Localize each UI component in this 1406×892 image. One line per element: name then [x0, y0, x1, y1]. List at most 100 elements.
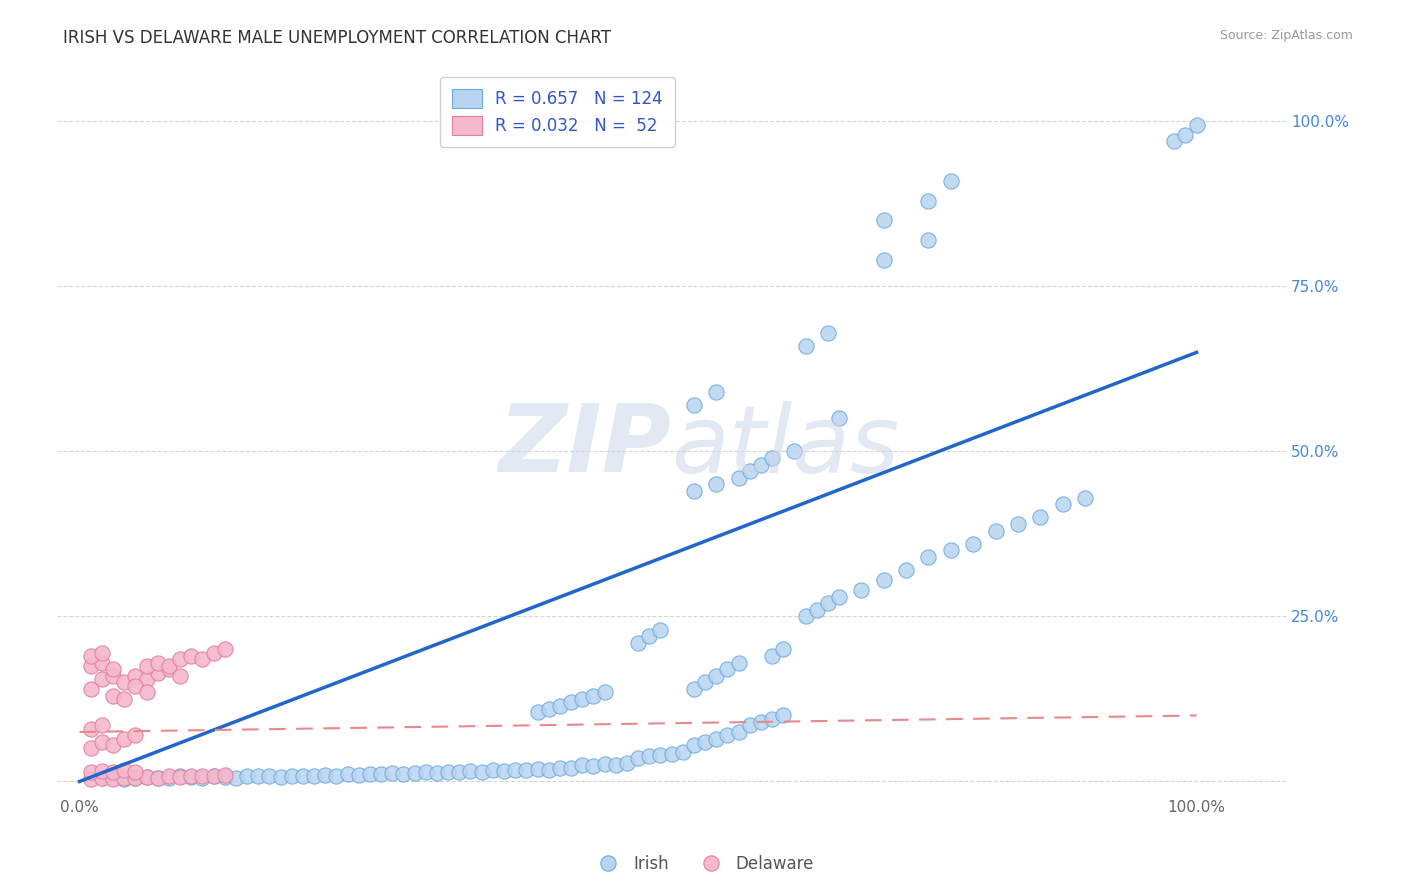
Point: [381, 765, 404, 780]
Point: [112, 731, 135, 746]
Point: [638, 749, 661, 764]
Point: [90, 735, 112, 749]
Point: [112, 771, 135, 785]
Point: [314, 768, 336, 782]
Point: [80, 722, 103, 736]
Point: [169, 652, 191, 666]
Point: [716, 728, 738, 742]
Point: [169, 669, 191, 683]
Point: [962, 537, 984, 551]
Point: [727, 656, 749, 670]
Point: [627, 751, 650, 765]
Point: [548, 761, 571, 775]
Point: [873, 573, 896, 587]
Point: [460, 764, 482, 778]
Point: [1174, 128, 1197, 142]
Point: [761, 450, 783, 465]
Point: [704, 669, 727, 683]
Point: [794, 339, 817, 353]
Point: [894, 563, 917, 577]
Legend: Irish, Delaware: Irish, Delaware: [585, 848, 821, 880]
Point: [146, 665, 169, 680]
Point: [693, 675, 716, 690]
Point: [873, 252, 896, 267]
Point: [191, 771, 214, 785]
Point: [616, 756, 638, 770]
Point: [112, 772, 135, 786]
Point: [693, 735, 716, 749]
Point: [806, 603, 828, 617]
Point: [783, 444, 806, 458]
Point: [101, 662, 124, 676]
Point: [392, 766, 415, 780]
Point: [939, 543, 962, 558]
Point: [291, 769, 314, 783]
Point: [984, 524, 1007, 538]
Point: [548, 698, 571, 713]
Point: [738, 464, 761, 478]
Text: IRISH VS DELAWARE MALE UNEMPLOYMENT CORRELATION CHART: IRISH VS DELAWARE MALE UNEMPLOYMENT CORR…: [63, 29, 612, 46]
Point: [794, 609, 817, 624]
Point: [101, 689, 124, 703]
Point: [716, 662, 738, 676]
Point: [917, 194, 939, 208]
Point: [124, 669, 146, 683]
Point: [772, 642, 794, 657]
Point: [683, 682, 706, 697]
Point: [851, 582, 873, 597]
Point: [90, 672, 112, 686]
Point: [157, 662, 180, 676]
Point: [259, 769, 281, 783]
Point: [627, 636, 650, 650]
Point: [650, 748, 672, 763]
Point: [593, 756, 616, 771]
Point: [471, 764, 494, 779]
Point: [526, 705, 548, 719]
Point: [560, 761, 582, 775]
Point: [80, 764, 103, 779]
Point: [917, 549, 939, 564]
Point: [180, 770, 202, 784]
Point: [727, 471, 749, 485]
Point: [683, 398, 706, 412]
Point: [749, 715, 772, 730]
Point: [202, 768, 225, 782]
Point: [214, 768, 236, 782]
Point: [180, 648, 202, 663]
Point: [1007, 516, 1029, 531]
Point: [761, 712, 783, 726]
Point: [526, 762, 548, 776]
Point: [672, 745, 695, 759]
Point: [191, 652, 214, 666]
Point: [214, 770, 236, 784]
Point: [90, 646, 112, 660]
Point: [336, 767, 359, 781]
Point: [247, 768, 270, 782]
Point: [415, 765, 437, 780]
Point: [359, 766, 381, 780]
Point: [112, 692, 135, 706]
Text: Source: ZipAtlas.com: Source: ZipAtlas.com: [1219, 29, 1353, 42]
Point: [112, 675, 135, 690]
Point: [90, 656, 112, 670]
Point: [772, 708, 794, 723]
Point: [939, 174, 962, 188]
Point: [157, 659, 180, 673]
Point: [817, 326, 839, 340]
Point: [101, 772, 124, 786]
Point: [571, 758, 593, 772]
Point: [1163, 134, 1185, 148]
Point: [202, 646, 225, 660]
Point: [101, 738, 124, 752]
Point: [683, 738, 706, 752]
Point: [270, 770, 292, 784]
Point: [80, 772, 103, 786]
Point: [101, 669, 124, 683]
Point: [560, 695, 582, 709]
Point: [124, 679, 146, 693]
Point: [370, 767, 392, 781]
Point: [281, 768, 304, 782]
Point: [325, 768, 347, 782]
Point: [135, 770, 157, 784]
Point: [704, 731, 727, 746]
